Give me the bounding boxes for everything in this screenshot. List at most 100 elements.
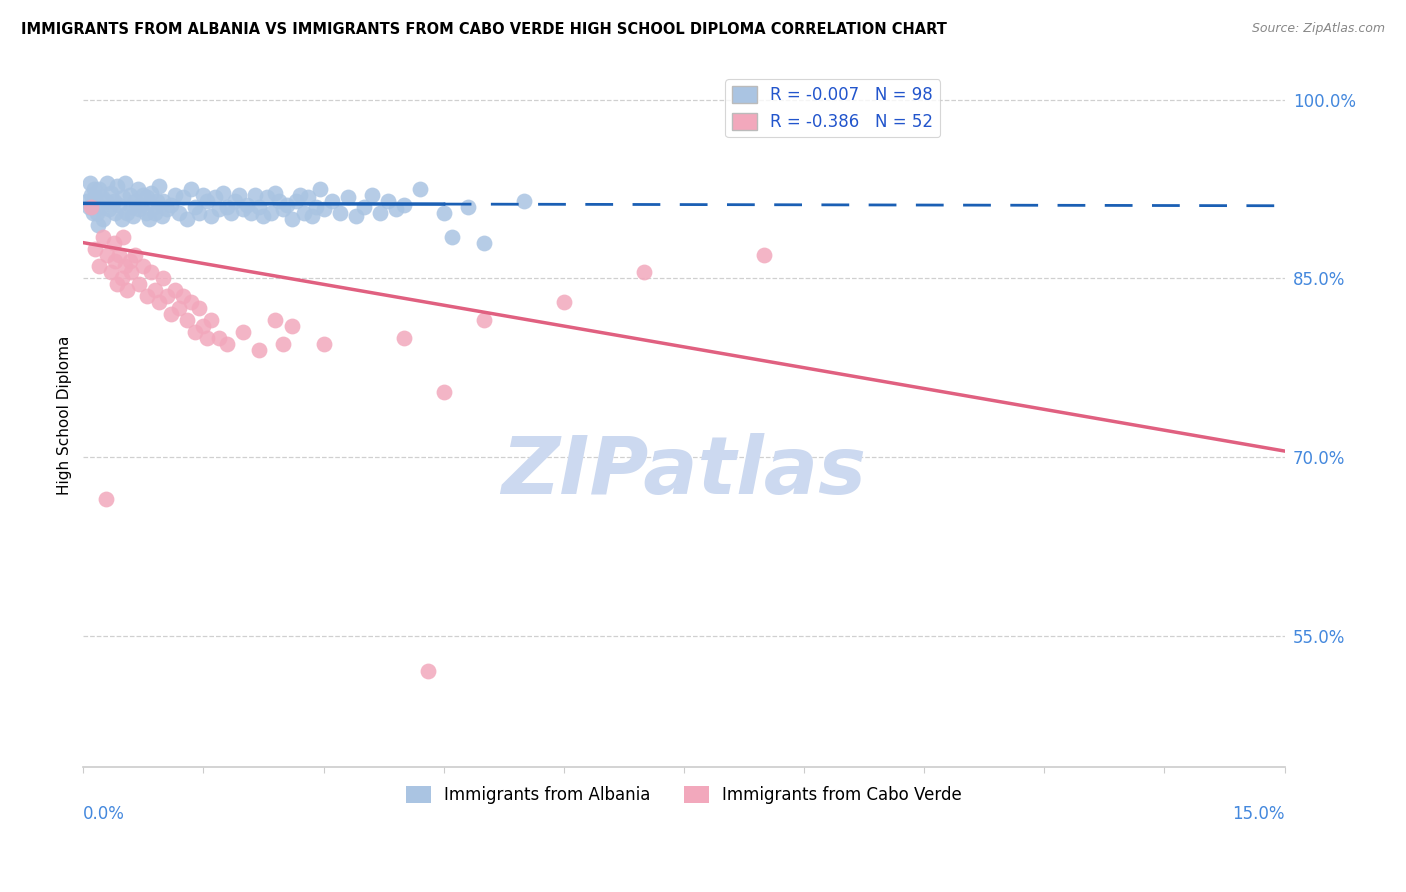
Point — [132, 260, 155, 274]
Point — [128, 277, 150, 292]
Point — [111, 271, 134, 285]
Text: IMMIGRANTS FROM ALBANIA VS IMMIGRANTS FROM CABO VERDE HIGH SCHOOL DIPLOMA CORREL: IMMIGRANTS FROM ALBANIA VS IMMIGRANTS FR… — [21, 22, 948, 37]
Point — [224, 194, 246, 208]
Point — [90, 190, 112, 204]
Point — [188, 301, 211, 315]
Point — [308, 182, 330, 196]
Point — [141, 186, 163, 200]
Point — [122, 210, 145, 224]
Point — [245, 188, 267, 202]
Point — [433, 384, 456, 399]
Point — [416, 665, 439, 679]
Point — [249, 200, 271, 214]
Point — [104, 206, 127, 220]
Point — [217, 337, 239, 351]
Point — [240, 206, 263, 220]
Point — [118, 253, 141, 268]
Point — [117, 206, 139, 220]
Text: ZIPatlas: ZIPatlas — [502, 433, 866, 510]
Point — [128, 202, 150, 217]
Point — [280, 211, 302, 226]
Point — [83, 182, 105, 196]
Point — [86, 206, 108, 220]
Point — [228, 188, 250, 202]
Point — [269, 194, 291, 208]
Point — [118, 188, 141, 202]
Point — [156, 202, 179, 217]
Point — [329, 206, 352, 220]
Point — [145, 206, 167, 220]
Point — [136, 289, 159, 303]
Point — [360, 188, 382, 202]
Point — [169, 206, 191, 220]
Point — [232, 325, 254, 339]
Point — [384, 202, 406, 217]
Point — [312, 337, 335, 351]
Point — [120, 200, 142, 214]
Point — [368, 206, 391, 220]
Point — [457, 200, 479, 214]
Point — [249, 343, 271, 357]
Point — [264, 186, 287, 200]
Point — [304, 200, 326, 214]
Point — [472, 313, 495, 327]
Point — [96, 176, 118, 190]
Point — [200, 210, 222, 224]
Point — [160, 197, 183, 211]
Point — [117, 283, 139, 297]
Point — [111, 211, 134, 226]
Point — [301, 210, 323, 224]
Point — [94, 194, 117, 208]
Point — [284, 194, 307, 208]
Point — [165, 283, 187, 297]
Point — [172, 289, 194, 303]
Legend: R = -0.007   N = 98, R = -0.386   N = 52: R = -0.007 N = 98, R = -0.386 N = 52 — [725, 79, 939, 137]
Point — [252, 210, 274, 224]
Point — [193, 188, 215, 202]
Text: Source: ZipAtlas.com: Source: ZipAtlas.com — [1251, 22, 1385, 36]
Point — [160, 307, 183, 321]
Point — [148, 178, 170, 193]
Point — [204, 190, 226, 204]
Point — [377, 194, 399, 208]
Point — [129, 197, 152, 211]
Point — [100, 186, 122, 200]
Point — [188, 206, 211, 220]
Point — [112, 229, 135, 244]
Point — [212, 186, 235, 200]
Point — [91, 211, 114, 226]
Point — [633, 265, 655, 279]
Point — [193, 318, 215, 333]
Point — [288, 188, 311, 202]
Point — [156, 289, 179, 303]
Point — [176, 211, 198, 226]
Point — [127, 182, 149, 196]
Point — [200, 313, 222, 327]
Point — [146, 194, 169, 208]
Point — [150, 210, 173, 224]
Point — [82, 206, 104, 220]
Y-axis label: High School Diploma: High School Diploma — [58, 335, 72, 495]
Point — [141, 265, 163, 279]
Point — [472, 235, 495, 250]
Point — [392, 331, 415, 345]
Point — [208, 331, 231, 345]
Point — [273, 337, 295, 351]
Point — [90, 200, 112, 214]
Point — [217, 200, 239, 214]
Text: 15.0%: 15.0% — [1232, 805, 1285, 823]
Point — [152, 271, 174, 285]
Point — [232, 202, 254, 217]
Point — [236, 197, 259, 211]
Point — [152, 194, 174, 208]
Point — [184, 200, 207, 214]
Point — [321, 194, 343, 208]
Point — [180, 182, 202, 196]
Point — [408, 182, 430, 196]
Point — [392, 197, 415, 211]
Point — [353, 200, 375, 214]
Point — [79, 176, 101, 190]
Point — [264, 313, 287, 327]
Point — [80, 200, 103, 214]
Point — [197, 194, 219, 208]
